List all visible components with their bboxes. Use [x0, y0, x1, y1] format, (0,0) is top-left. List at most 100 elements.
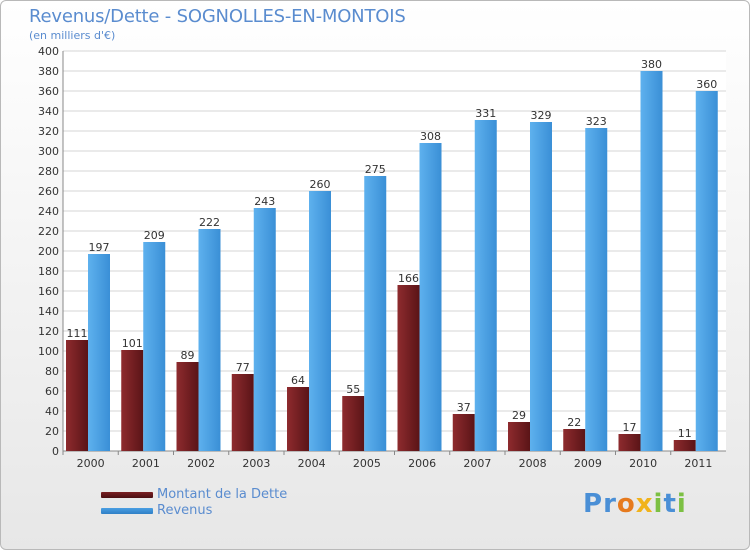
bar-revenue: [695, 91, 718, 451]
data-label-revenue: 222: [199, 216, 220, 229]
data-label-debt: 22: [567, 416, 581, 429]
bar-revenue: [640, 71, 663, 451]
x-tick-label: 2003: [242, 457, 270, 470]
chart-title: Revenus/Dette - SOGNOLLES-EN-MONTOIS: [29, 6, 406, 27]
data-label-revenue: 308: [420, 130, 441, 143]
bar-revenue: [309, 191, 331, 451]
y-tick-label: 100: [38, 345, 59, 358]
x-tick-label: 2008: [519, 457, 547, 470]
bar-revenue: [474, 120, 497, 451]
y-tick-label: 340: [38, 105, 59, 118]
bar-revenue: [364, 176, 387, 451]
y-tick-label: 200: [38, 245, 59, 258]
y-tick-label: 300: [38, 145, 59, 158]
x-tick-label: 2004: [298, 457, 326, 470]
data-label-debt: 37: [457, 401, 471, 414]
bar-debt: [563, 429, 586, 451]
bar-debt: [287, 387, 309, 451]
bar-revenue: [585, 128, 608, 451]
y-tick-label: 240: [38, 205, 59, 218]
y-tick-label: 0: [52, 445, 59, 458]
x-tick-label: 2010: [629, 457, 657, 470]
bar-debt: [66, 340, 88, 451]
bar-debt: [231, 374, 254, 451]
bar-debt: [673, 440, 696, 451]
legend-swatch-debt: [101, 492, 153, 498]
y-tick-label: 80: [45, 365, 59, 378]
proxiti-logo: Proxiti: [583, 489, 687, 519]
legend-item-debt: Montant de la Dette: [101, 487, 287, 503]
data-label-debt: 64: [291, 374, 305, 387]
data-label-debt: 101: [122, 337, 143, 350]
bar-revenue: [530, 122, 552, 451]
y-tick-label: 280: [38, 165, 59, 178]
data-label-revenue: 329: [531, 109, 552, 122]
data-label-debt: 17: [623, 421, 637, 434]
bar-revenue: [198, 229, 221, 451]
y-tick-label: 400: [38, 45, 59, 58]
y-tick-label: 120: [38, 325, 59, 338]
y-tick-label: 160: [38, 285, 59, 298]
data-label-revenue: 380: [641, 58, 662, 71]
bar-debt: [397, 285, 420, 451]
data-label-revenue: 197: [89, 241, 110, 254]
y-tick-label: 180: [38, 265, 59, 278]
data-label-revenue: 243: [254, 195, 275, 208]
x-tick-label: 2011: [684, 457, 712, 470]
legend: Montant de la Dette Revenus: [101, 487, 287, 519]
bar-debt: [508, 422, 530, 451]
legend-item-revenue: Revenus: [101, 503, 287, 519]
y-tick-label: 260: [38, 185, 59, 198]
y-tick-label: 360: [38, 85, 59, 98]
x-tick-label: 2001: [132, 457, 160, 470]
y-tick-label: 60: [45, 385, 59, 398]
legend-swatch-revenue: [101, 508, 153, 514]
x-tick-label: 2007: [463, 457, 491, 470]
logo-letter: r: [603, 489, 617, 519]
y-tick-label: 140: [38, 305, 59, 318]
bar-debt: [121, 350, 144, 451]
bar-debt: [618, 434, 641, 451]
x-tick-label: 2002: [187, 457, 215, 470]
y-tick-label: 220: [38, 225, 59, 238]
data-label-debt: 111: [67, 327, 88, 340]
data-label-debt: 89: [181, 349, 195, 362]
logo-letter: x: [635, 489, 654, 519]
data-label-revenue: 331: [475, 107, 496, 120]
x-tick-label: 2005: [353, 457, 381, 470]
x-tick-label: 2006: [408, 457, 436, 470]
y-tick-label: 40: [45, 405, 59, 418]
x-tick-label: 2000: [77, 457, 105, 470]
data-label-revenue: 209: [144, 229, 165, 242]
chart-subtitle: (en milliers d'€): [29, 29, 116, 42]
x-tick-label: 2009: [574, 457, 602, 470]
y-tick-label: 380: [38, 65, 59, 78]
bar-debt: [176, 362, 199, 451]
bar-revenue: [88, 254, 110, 451]
data-label-revenue: 323: [586, 115, 607, 128]
logo-letter: i: [676, 489, 687, 519]
logo-letter: t: [663, 489, 677, 519]
data-label-debt: 55: [346, 383, 360, 396]
legend-label-revenue: Revenus: [157, 503, 213, 518]
data-label-debt: 29: [512, 409, 526, 422]
data-label-debt: 166: [398, 272, 419, 285]
logo-letter: P: [583, 489, 604, 519]
legend-label-debt: Montant de la Dette: [157, 487, 288, 502]
y-tick-label: 20: [45, 425, 59, 438]
y-tick-label: 320: [38, 125, 59, 138]
bar-revenue: [253, 208, 276, 451]
data-label-debt: 11: [678, 427, 692, 440]
data-label-revenue: 275: [365, 163, 386, 176]
logo-letter: i: [653, 489, 664, 519]
bar-revenue: [143, 242, 166, 451]
bar-revenue: [419, 143, 442, 451]
data-label-revenue: 260: [310, 178, 331, 191]
bar-debt: [452, 414, 475, 451]
bar-debt: [342, 396, 365, 451]
logo-letter: o: [616, 489, 636, 519]
data-label-revenue: 360: [696, 78, 717, 91]
data-label-debt: 77: [236, 361, 250, 374]
